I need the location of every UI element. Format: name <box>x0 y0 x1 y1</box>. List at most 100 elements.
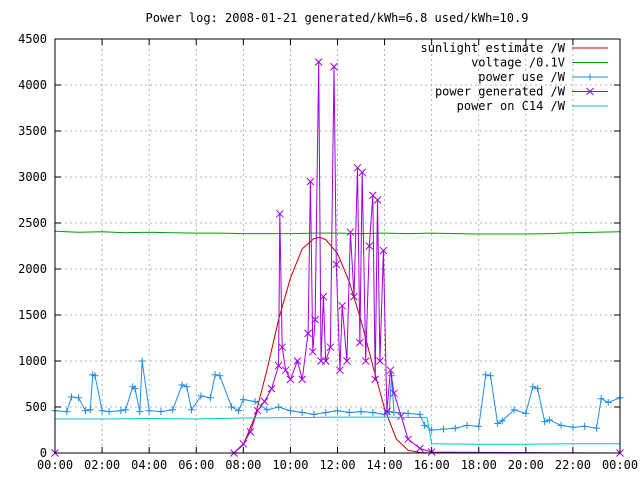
legend-marker <box>586 73 594 81</box>
y-tick-label: 4500 <box>18 32 47 46</box>
series-layer <box>51 58 624 457</box>
data-point <box>369 409 377 417</box>
data-point <box>228 403 236 411</box>
data-point <box>330 62 338 71</box>
legend-entry: voltage /0.1V <box>471 56 608 70</box>
data-point <box>216 372 224 380</box>
data-point <box>482 371 490 379</box>
data-point <box>251 397 259 405</box>
series-voltage-0-1v <box>54 230 621 235</box>
data-point <box>157 408 165 416</box>
data-point <box>311 315 319 324</box>
data-point <box>188 406 196 414</box>
data-point <box>373 196 382 204</box>
data-point <box>356 338 364 347</box>
data-point <box>383 407 391 416</box>
data-point <box>82 407 90 415</box>
series-line-voltage-0-1v <box>54 230 621 235</box>
data-point <box>131 385 139 393</box>
data-point <box>390 409 398 417</box>
data-point <box>275 403 283 411</box>
data-point <box>286 407 294 415</box>
legend-label: voltage /0.1V <box>471 56 565 70</box>
data-point <box>75 394 83 402</box>
data-point <box>319 292 328 301</box>
data-point <box>557 421 565 429</box>
data-point <box>117 407 125 415</box>
data-point <box>267 384 276 393</box>
data-point <box>278 343 287 352</box>
data-point <box>358 168 367 177</box>
data-point <box>376 357 384 365</box>
chart-title: Power log: 2008-01-21 generated/kWh=6.8 … <box>146 11 529 25</box>
data-point <box>275 209 284 218</box>
data-point <box>581 422 589 430</box>
x-tick-label: 10:00 <box>272 458 308 472</box>
data-point <box>178 381 186 389</box>
y-tick-label: 2500 <box>18 216 47 230</box>
data-point <box>86 406 94 414</box>
axes: 0 500 1000 1500 2000 2500 3000 3500 4000 4500 00:0… <box>18 32 638 472</box>
data-point <box>136 408 144 416</box>
data-point <box>336 366 344 375</box>
data-point <box>597 395 605 403</box>
data-point <box>487 372 495 380</box>
series-sunlight-estimate-w <box>233 236 432 454</box>
data-point <box>361 357 370 365</box>
data-point <box>298 409 306 417</box>
y-tick-label: 1500 <box>18 308 47 322</box>
series-line-power-generated-w <box>55 61 621 454</box>
data-point <box>263 406 271 414</box>
data-point <box>321 357 330 365</box>
series-power-on-c14-w <box>55 416 620 445</box>
data-point <box>569 423 577 431</box>
x-tick-label: 12:00 <box>319 458 355 472</box>
data-point <box>67 393 75 401</box>
data-point <box>314 58 323 66</box>
legend-label: power on C14 /W <box>457 99 566 113</box>
data-point <box>138 357 146 365</box>
data-point <box>211 371 219 379</box>
data-point <box>365 242 374 250</box>
data-point <box>390 389 398 398</box>
data-point <box>510 406 518 414</box>
data-point <box>183 383 191 391</box>
data-point <box>416 410 424 418</box>
data-point <box>534 385 542 393</box>
data-point <box>343 357 351 365</box>
y-tick-label: 3500 <box>18 124 47 138</box>
data-point <box>235 407 243 415</box>
x-tick-label: 02:00 <box>84 458 120 472</box>
data-point <box>63 408 71 416</box>
x-tick-label: 20:00 <box>508 458 544 472</box>
data-point <box>239 396 247 404</box>
data-point <box>345 409 353 417</box>
data-point <box>475 422 483 430</box>
data-point <box>386 366 395 375</box>
legend-label: power generated /W <box>435 85 566 99</box>
data-point <box>260 397 269 406</box>
data-point <box>298 375 307 384</box>
series-line-power-on-c14-w <box>55 416 620 445</box>
x-tick-label: 00:00 <box>602 458 638 472</box>
legend-entry: sunlight estimate /W <box>421 41 608 55</box>
y-tick-label: 0 <box>40 446 47 460</box>
data-point <box>350 292 358 301</box>
x-tick-label: 14:00 <box>367 458 403 472</box>
data-point <box>304 329 312 338</box>
data-point <box>253 406 262 415</box>
data-point <box>357 408 365 416</box>
data-point <box>308 347 317 356</box>
data-point <box>286 375 295 384</box>
data-point <box>239 439 248 448</box>
data-point <box>326 343 335 352</box>
series-power-generated-w <box>51 58 624 457</box>
data-point <box>498 417 506 425</box>
data-point <box>545 416 553 424</box>
data-point <box>541 418 549 426</box>
data-point <box>494 420 502 428</box>
x-tick-label: 06:00 <box>178 458 214 472</box>
data-point <box>522 409 530 417</box>
